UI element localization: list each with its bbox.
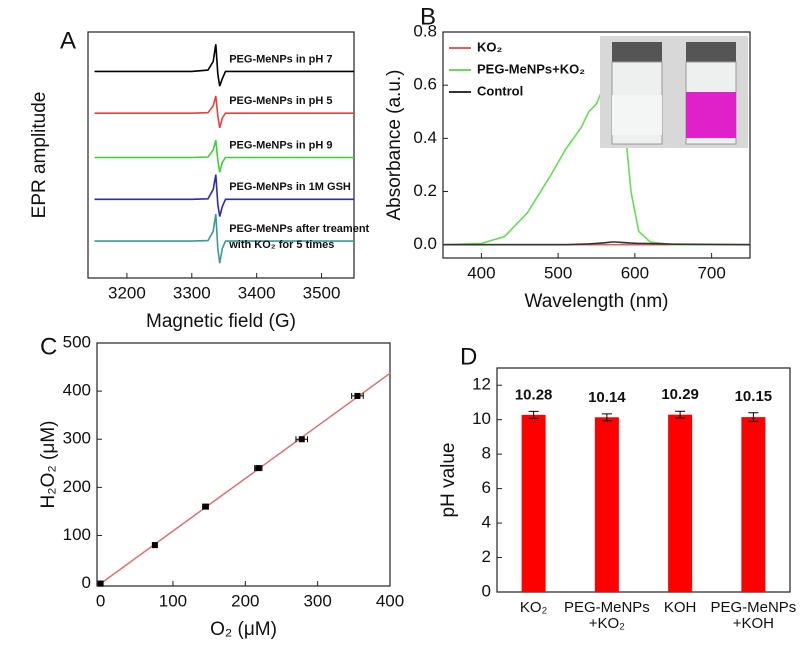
y-tick-label: 200	[63, 477, 91, 496]
x-tick-label: PEG-MeNPs +KO₂	[564, 599, 650, 632]
y-tick-label: 100	[63, 525, 91, 544]
error-bar	[601, 413, 612, 422]
x-tick-label: 3200	[108, 283, 146, 302]
line-series	[94, 95, 354, 129]
y-tick-label: 10	[472, 409, 491, 428]
point	[97, 580, 104, 587]
plot-frame	[87, 31, 355, 279]
legend-label: KO₂	[477, 39, 503, 54]
y-tick-label: 8	[482, 444, 491, 463]
y-tick-label: 0.4	[413, 128, 437, 147]
y-tick-label: 300	[63, 429, 91, 448]
value-label: 10.28	[515, 386, 553, 403]
x-tick-label: 3300	[173, 283, 211, 302]
y-axis-title: EPR amplitude	[29, 92, 50, 219]
x-tick-label: 500	[544, 263, 572, 282]
x-tick-label: 400	[376, 591, 404, 610]
bar	[741, 417, 766, 592]
x-tick-label: PEG-MeNPs +KOH	[710, 599, 796, 632]
panel-letter: B	[420, 3, 436, 30]
x-tick-label: 600	[621, 263, 649, 282]
series-label: PEG-MeNPs in pH 9	[229, 139, 332, 151]
x-axis-title: Wavelength (nm)	[525, 291, 669, 312]
x-tick-label: 3400	[238, 283, 276, 302]
x-tick-label: 700	[697, 263, 725, 282]
series-label: PEG-MeNPs in pH 7	[229, 53, 332, 65]
error-bar	[675, 410, 686, 419]
panel-letter: D	[460, 343, 477, 370]
line-series	[94, 174, 354, 217]
y-axis-title: H₂O₂ (μM)	[38, 421, 59, 509]
bar	[668, 414, 693, 592]
point	[151, 542, 158, 549]
y-tick-label: 6	[482, 478, 491, 497]
point	[298, 436, 305, 443]
x-tick-label: 200	[231, 591, 259, 610]
line-series	[94, 44, 354, 87]
point	[354, 392, 361, 399]
legend-label: Control	[477, 83, 523, 98]
plot-frame	[96, 342, 391, 587]
y-tick-label: 0.6	[413, 75, 437, 94]
y-tick-label: 0	[482, 581, 491, 600]
y-tick-label: 400	[63, 381, 91, 400]
legend-label: PEG-MeNPs+KO₂	[477, 61, 585, 76]
plot-frame	[496, 367, 791, 593]
point	[202, 503, 209, 510]
inset-photo	[600, 36, 748, 148]
y-tick-label: 0	[82, 573, 91, 592]
panel-letter: A	[60, 27, 76, 54]
x-tick-label: 100	[159, 591, 187, 610]
panel-letter: C	[40, 333, 57, 360]
x-tick-label: KO₂	[520, 599, 548, 616]
x-tick-label: 300	[303, 591, 331, 610]
error-bar	[528, 410, 539, 419]
series-label: PEG-MeNPs after treament with KO₂ for 5 t…	[228, 223, 369, 251]
fit-line	[100, 372, 391, 585]
series-label: PEG-MeNPs in pH 5	[229, 95, 332, 107]
x-tick-label: 3500	[303, 283, 341, 302]
value-label: 10.14	[588, 389, 626, 406]
y-tick-label: 12	[472, 375, 491, 394]
error-bar	[748, 412, 759, 422]
value-label: 10.15	[735, 388, 773, 405]
x-tick-label: 400	[467, 263, 495, 282]
series-label: PEG-MeNPs in 1M GSH	[229, 181, 351, 193]
y-tick-label: 4	[482, 513, 491, 532]
line-series	[94, 139, 354, 173]
x-axis-title: O₂ (μM)	[210, 619, 277, 640]
y-tick-label: 0.8	[413, 21, 437, 40]
y-axis-title: pH value	[438, 443, 459, 518]
bar	[521, 414, 546, 592]
plot-frame	[442, 31, 751, 259]
x-tick-label: 0	[96, 591, 105, 610]
point	[255, 465, 262, 472]
y-tick-label: 0.2	[413, 181, 437, 200]
line-series	[94, 213, 354, 264]
bar	[594, 417, 619, 592]
y-axis-title: Absorbance (a.u.)	[384, 69, 405, 220]
y-tick-label: 2	[482, 547, 491, 566]
x-axis-title: Magnetic field (G)	[146, 311, 296, 332]
y-tick-label: 0.0	[413, 234, 437, 253]
x-tick-label: KOH	[664, 599, 697, 616]
line-series	[443, 241, 751, 246]
value-label: 10.29	[661, 386, 699, 403]
y-tick-label: 500	[63, 332, 91, 351]
